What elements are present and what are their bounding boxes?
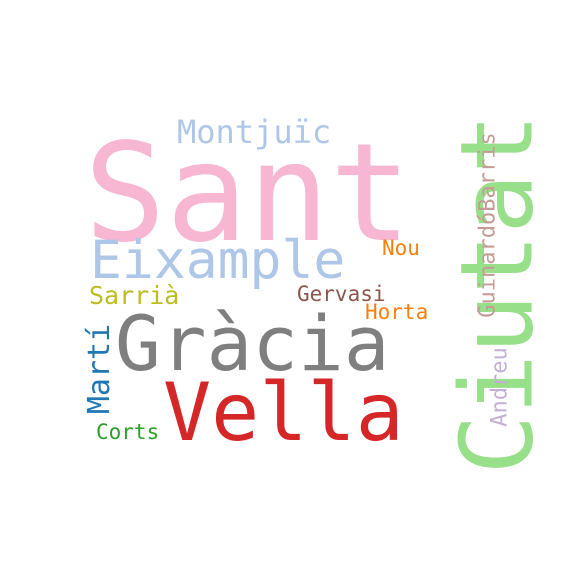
word-corts: Corts	[96, 420, 160, 444]
word-sant: Sant	[84, 115, 412, 273]
word-sarria: Sarrià	[89, 281, 180, 310]
word-horta: Horta	[365, 300, 429, 324]
word-vella: Vella	[163, 366, 404, 459]
word-montjuic: Montjuïc	[177, 113, 332, 151]
word-eixample: Eixample	[90, 230, 346, 291]
word-nou: Nou	[382, 236, 420, 260]
word-andreu: Andreu	[487, 347, 513, 427]
word-gracia: Gràcia	[115, 299, 390, 388]
word-gervasi: Gervasi	[297, 282, 386, 306]
word-marti: Martí	[82, 323, 118, 415]
word-guinardobarris: GuinardóBarris	[475, 132, 501, 318]
